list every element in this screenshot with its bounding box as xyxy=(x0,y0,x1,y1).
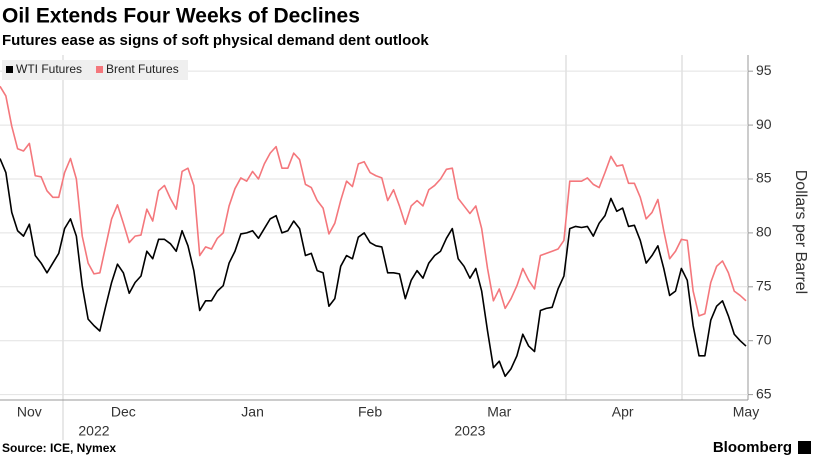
chart-title: Oil Extends Four Weeks of Declines xyxy=(2,5,360,28)
y-tick-label: 65 xyxy=(756,385,772,401)
y-tick-label: 90 xyxy=(756,116,772,132)
x-tick-label: May xyxy=(733,404,759,420)
x-tick-label: Mar xyxy=(487,404,511,420)
x-tick-label: Nov xyxy=(17,404,42,420)
chart-subtitle: Futures ease as signs of soft physical d… xyxy=(2,32,429,49)
x-tick-label: Apr xyxy=(612,404,634,420)
x-tick-label: Feb xyxy=(358,404,382,420)
legend-label: WTI Futures xyxy=(16,62,82,76)
x-tick-label: Jan xyxy=(241,404,264,420)
y-tick-label: 80 xyxy=(756,224,772,240)
source: Source: ICE, Nymex xyxy=(2,441,116,455)
y-tick-label: 85 xyxy=(756,170,772,186)
x-year-label: 2022 xyxy=(78,423,109,439)
y-tick-label: 95 xyxy=(756,62,772,78)
x-year-label: 2023 xyxy=(454,423,485,439)
legend-swatch xyxy=(6,66,13,73)
y-tick-label: 70 xyxy=(756,331,772,347)
line-series xyxy=(0,85,747,317)
x-tick-label: Dec xyxy=(111,404,136,420)
legend: WTI Futures Brent Futures xyxy=(2,60,188,80)
legend-label: Brent Futures xyxy=(106,62,179,76)
y-axis-label: Dollars per Barrel xyxy=(792,170,809,294)
line-series xyxy=(0,158,747,378)
legend-background xyxy=(2,60,188,80)
brand-icon xyxy=(798,441,811,454)
brand: Bloomberg xyxy=(713,439,792,456)
y-tick-label: 75 xyxy=(756,278,772,294)
legend-swatch xyxy=(96,66,104,73)
